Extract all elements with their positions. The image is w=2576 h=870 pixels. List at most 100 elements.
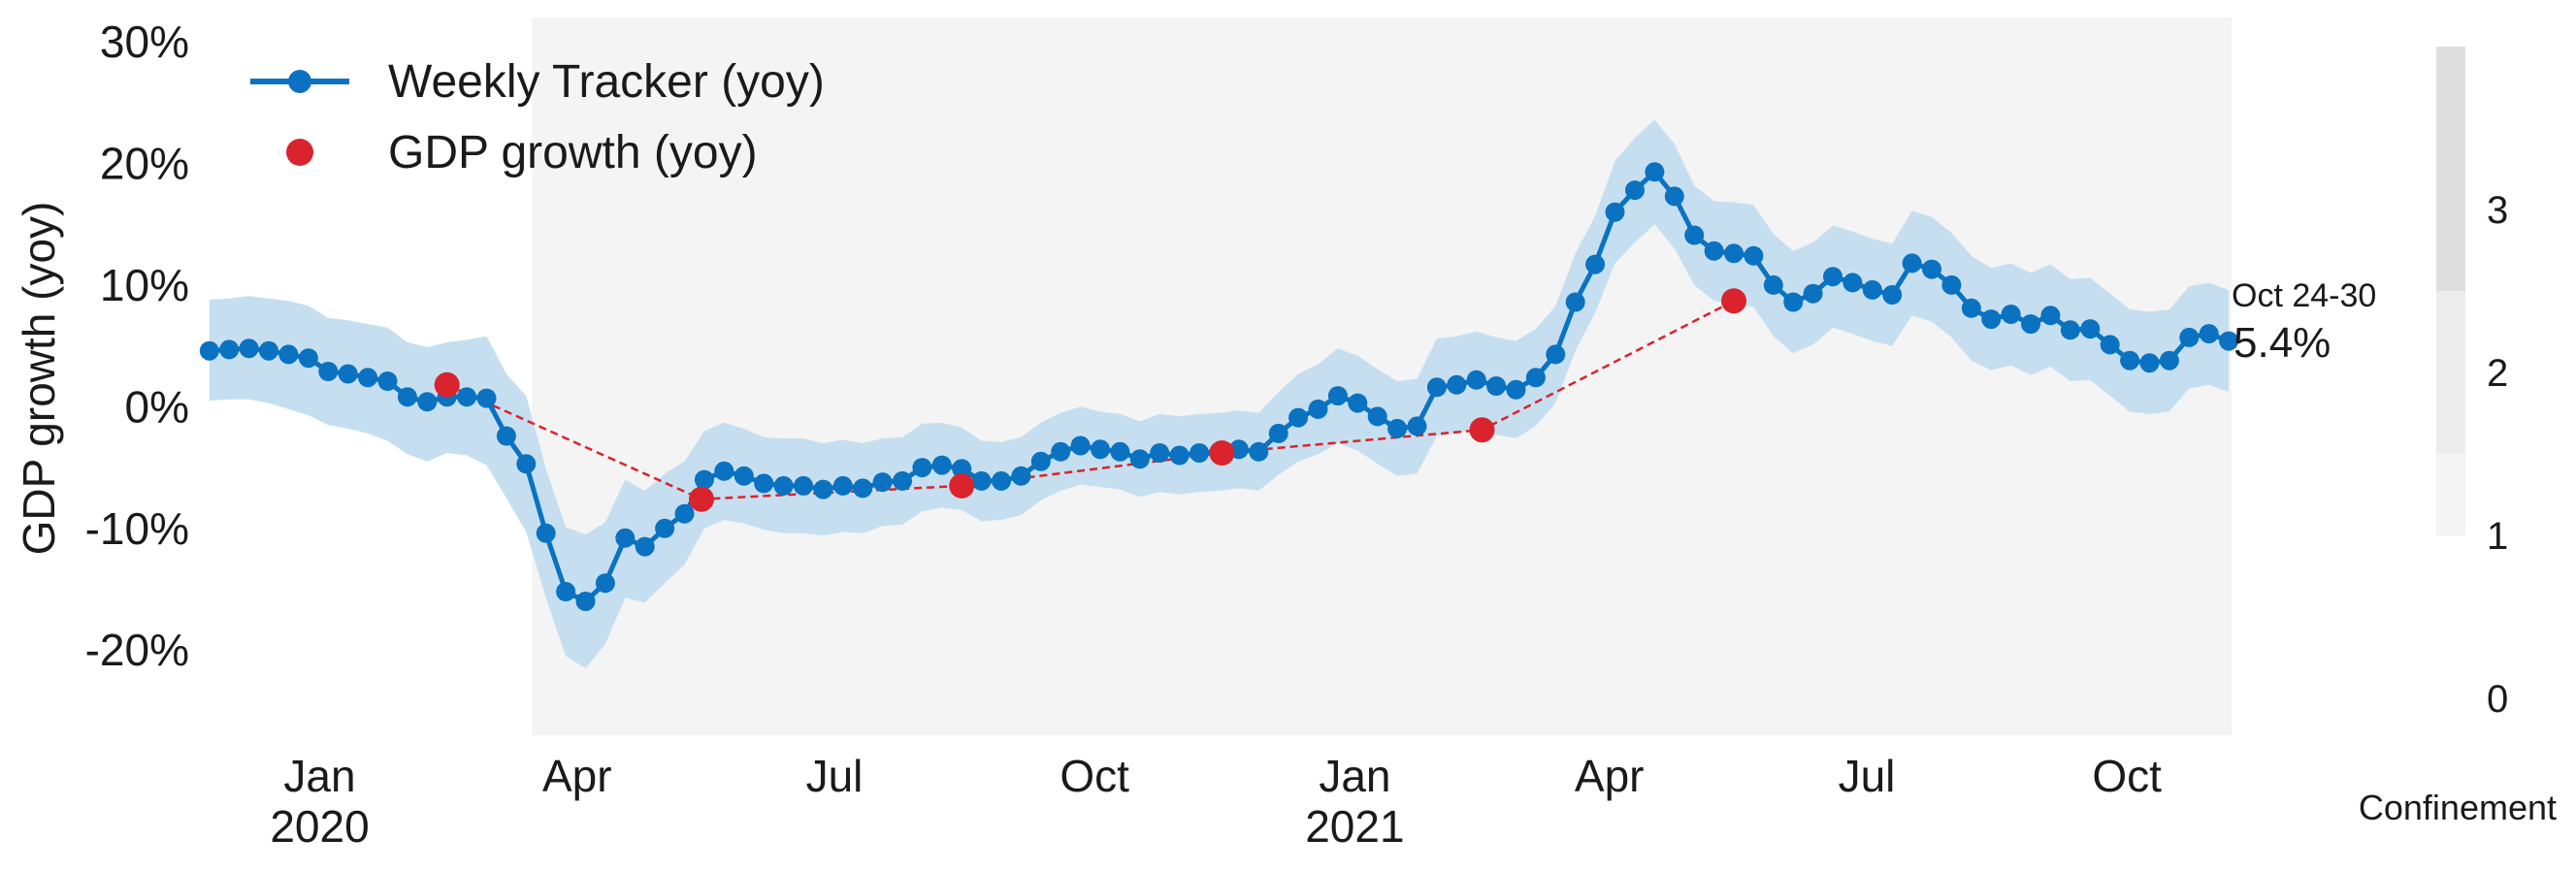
tracker-point xyxy=(318,362,339,381)
tracker-point xyxy=(1704,241,1724,261)
tracker-point xyxy=(417,392,438,412)
tracker-point xyxy=(377,371,398,391)
x-tick-year-label: 2021 xyxy=(1305,801,1404,852)
tracker-point xyxy=(2179,327,2200,347)
tracker-point xyxy=(536,523,556,543)
tracker-point xyxy=(1051,441,1071,462)
tracker-point xyxy=(2080,319,2101,339)
colorbar-tick-label: 0 xyxy=(2487,678,2508,721)
tracker-point xyxy=(1110,441,1130,462)
y-axis-label: GDP growth (yoy) xyxy=(14,202,64,556)
x-tick-label: Apr xyxy=(1575,751,1645,801)
plot-area xyxy=(199,17,2239,735)
tracker-point xyxy=(734,466,754,486)
tracker-point xyxy=(2021,314,2040,335)
legend: Weekly Tracker (yoy) GDP growth (yoy) xyxy=(250,56,825,178)
y-tick-label: 20% xyxy=(100,139,189,189)
tracker-point xyxy=(2001,305,2021,324)
tracker-point xyxy=(1407,416,1427,436)
y-axis-ticks: -20% -10% 0% 10% 20% 30% xyxy=(85,16,189,675)
tracker-point xyxy=(1941,274,1962,295)
gdp-points xyxy=(434,288,1746,512)
tracker-point xyxy=(893,470,912,491)
tracker-point xyxy=(1426,377,1447,398)
colorbar-segment xyxy=(2436,291,2465,454)
tracker-point xyxy=(1605,202,1625,222)
tracker-point xyxy=(1268,423,1288,443)
tracker-point xyxy=(1803,283,1823,304)
tracker-point xyxy=(635,536,655,557)
tracker-point xyxy=(694,469,714,490)
tracker-point xyxy=(1625,180,1645,201)
tracker-point xyxy=(992,470,1011,491)
tracker-point xyxy=(714,461,734,481)
tracker-point xyxy=(1585,254,1606,274)
y-tick-label: -10% xyxy=(85,503,189,554)
legend-tracker-label: Weekly Tracker (yoy) xyxy=(388,56,825,108)
tracker-point xyxy=(2120,350,2140,371)
x-tick-label: Apr xyxy=(542,751,612,801)
tracker-point xyxy=(1486,376,1507,396)
tracker-point xyxy=(1684,225,1705,245)
tracker-point xyxy=(1506,379,1526,400)
tracker-point xyxy=(971,470,992,491)
tracker-point xyxy=(1288,407,1309,428)
colorbar-tick-label: 3 xyxy=(2487,189,2508,232)
tracker-point xyxy=(1961,298,1981,318)
tracker-point xyxy=(338,364,358,384)
confinement-colorbar xyxy=(2436,47,2465,535)
last-point-value: 5.4% xyxy=(2234,319,2331,367)
tracker-point xyxy=(1525,368,1546,388)
y-tick-label: 10% xyxy=(100,260,189,310)
x-tick-label: Jan xyxy=(283,751,355,801)
tracker-point xyxy=(476,388,497,408)
tracker-point xyxy=(556,582,576,601)
tracker-point xyxy=(2040,306,2061,326)
gdp-point xyxy=(949,472,975,499)
legend-gdp-marker xyxy=(286,139,313,166)
confinement-label: Confinement xyxy=(2359,788,2557,827)
tracker-point xyxy=(1308,399,1328,419)
tracker-point xyxy=(1565,292,1585,312)
tracker-point xyxy=(1744,245,1764,266)
x-tick-label: Oct xyxy=(2092,751,2162,801)
tracker-point xyxy=(872,472,893,493)
tracker-point xyxy=(2219,331,2239,351)
tracker-point xyxy=(1842,273,1863,293)
tracker-point xyxy=(1190,443,1210,463)
tracker-point xyxy=(1882,285,1903,305)
tracker-point xyxy=(278,344,299,365)
tracker-point xyxy=(298,348,318,369)
x-tick-label: Oct xyxy=(1060,751,1129,801)
tracker-point xyxy=(1091,439,1110,460)
y-tick-label: 30% xyxy=(100,16,189,67)
tracker-point xyxy=(1466,370,1486,390)
tracker-point xyxy=(2100,335,2120,355)
tracker-point xyxy=(259,340,278,361)
x-tick-year-label: 2020 xyxy=(270,801,369,852)
tracker-point xyxy=(674,503,695,524)
tracker-point xyxy=(1367,406,1387,427)
tracker-point xyxy=(1862,279,1882,300)
tracker-points xyxy=(199,162,2239,611)
tracker-point xyxy=(358,368,378,388)
tracker-point xyxy=(496,426,516,446)
tracker-point xyxy=(754,473,774,494)
tracker-point xyxy=(397,387,417,407)
tracker-point xyxy=(1645,162,1665,182)
tracker-point xyxy=(1327,386,1348,406)
tracker-point xyxy=(1546,344,1566,365)
tracker-point xyxy=(813,479,833,499)
tracker-point xyxy=(1447,374,1467,395)
tracker-point xyxy=(1387,418,1408,438)
tracker-point xyxy=(1902,253,1922,274)
tracker-point xyxy=(2199,324,2219,344)
tracker-point xyxy=(219,339,240,360)
tracker-point xyxy=(199,340,219,361)
tracker-point xyxy=(1150,443,1170,463)
y-tick-label: 0% xyxy=(125,381,189,432)
tracker-point xyxy=(1249,441,1269,462)
tracker-point xyxy=(1783,292,1804,312)
